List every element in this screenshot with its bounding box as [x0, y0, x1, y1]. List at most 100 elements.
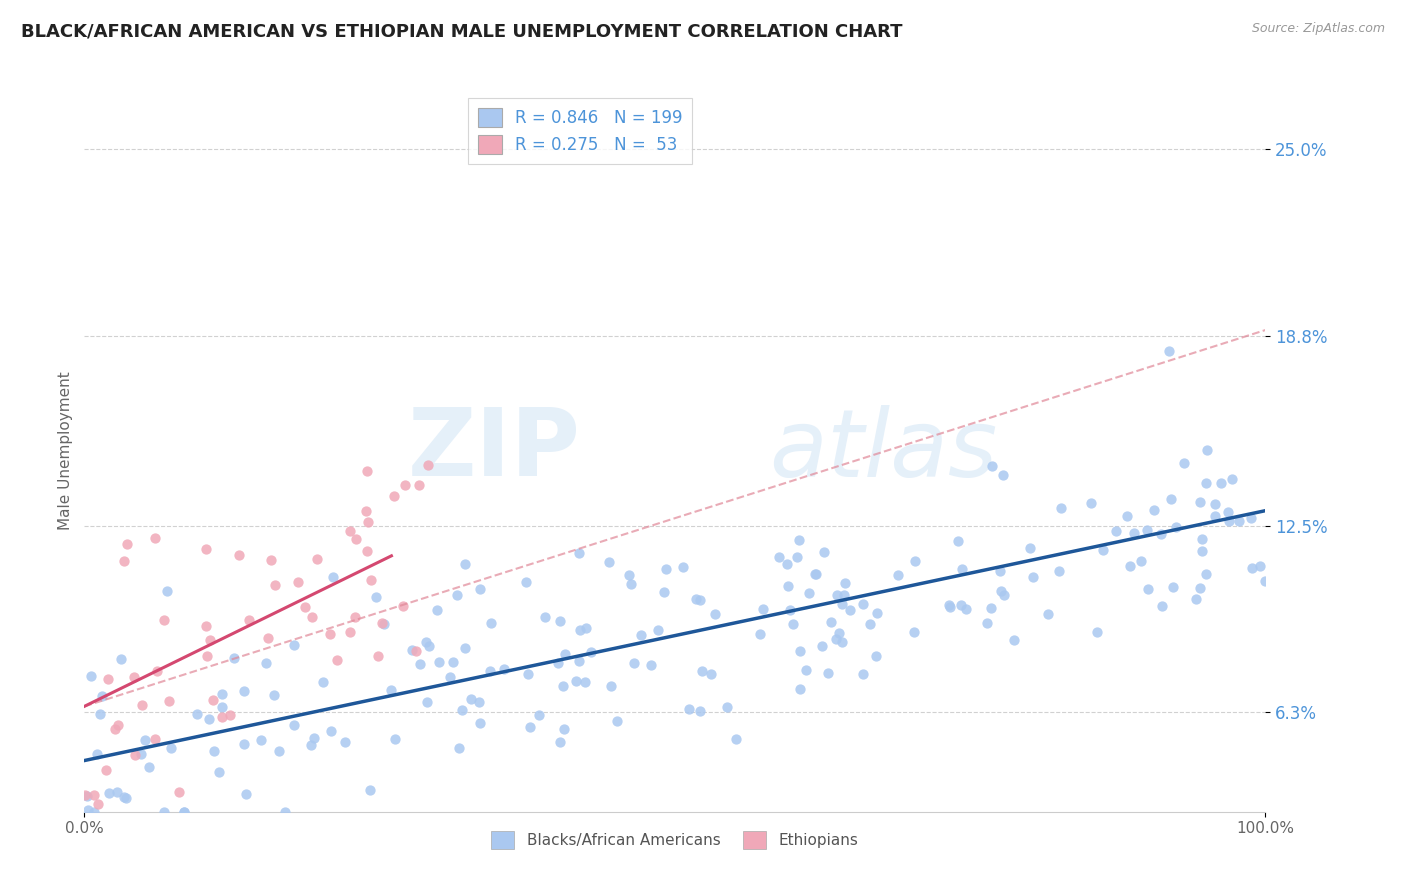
Point: [831, 597, 853, 611]
Point: [1211, 476, 1233, 491]
Point: [267, 744, 290, 758]
Point: [1159, 344, 1181, 359]
Point: [339, 624, 361, 639]
Point: [112, 790, 135, 805]
Point: [312, 674, 335, 689]
Point: [233, 737, 256, 751]
Point: [416, 695, 439, 709]
Point: [1080, 496, 1102, 510]
Point: [131, 747, 153, 761]
Point: [852, 597, 875, 611]
Point: [838, 603, 860, 617]
Point: [1152, 599, 1174, 614]
Point: [1218, 505, 1240, 519]
Point: [356, 544, 378, 558]
Point: [110, 652, 132, 666]
Point: [1022, 570, 1045, 584]
Point: [824, 632, 846, 647]
Point: [359, 783, 381, 797]
Point: [173, 805, 195, 819]
Point: [1253, 574, 1275, 588]
Point: [112, 554, 135, 568]
Point: [980, 458, 1002, 473]
Point: [828, 625, 851, 640]
Point: [76, 789, 98, 803]
Point: [304, 731, 326, 746]
Point: [1130, 553, 1153, 567]
Point: [990, 584, 1012, 599]
Point: [1002, 633, 1025, 648]
Point: [623, 656, 645, 670]
Point: [408, 478, 430, 492]
Point: [948, 533, 970, 548]
Point: [83, 788, 105, 802]
Point: [446, 588, 468, 602]
Point: [1249, 559, 1271, 574]
Point: [418, 640, 440, 654]
Point: [322, 570, 344, 584]
Point: [408, 657, 430, 671]
Point: [852, 666, 875, 681]
Point: [955, 602, 977, 616]
Point: [115, 791, 138, 805]
Point: [553, 722, 575, 736]
Point: [834, 575, 856, 590]
Point: [384, 731, 406, 746]
Point: [993, 588, 1015, 602]
Point: [441, 655, 464, 669]
Point: [156, 584, 179, 599]
Point: [339, 524, 361, 538]
Point: [655, 562, 678, 576]
Point: [1195, 566, 1218, 581]
Point: [803, 567, 825, 582]
Point: [579, 645, 602, 659]
Point: [568, 654, 591, 668]
Point: [1173, 457, 1195, 471]
Point: [1240, 510, 1263, 524]
Point: [134, 733, 156, 747]
Point: [1204, 508, 1226, 523]
Point: [813, 545, 835, 559]
Point: [254, 657, 277, 671]
Point: [373, 617, 395, 632]
Point: [89, 707, 111, 722]
Point: [547, 656, 569, 670]
Point: [195, 648, 218, 663]
Point: [97, 672, 120, 686]
Point: [950, 598, 973, 612]
Point: [479, 615, 502, 630]
Point: [94, 764, 117, 778]
Point: [87, 797, 110, 811]
Point: [80, 669, 103, 683]
Point: [153, 805, 176, 819]
Point: [1115, 509, 1137, 524]
Point: [233, 684, 256, 698]
Point: [1220, 472, 1243, 486]
Point: [820, 615, 842, 629]
Point: [515, 574, 537, 589]
Point: [454, 558, 477, 572]
Point: [939, 599, 962, 614]
Point: [1240, 560, 1263, 574]
Point: [1188, 581, 1211, 595]
Point: [817, 666, 839, 681]
Point: [222, 651, 245, 665]
Point: [685, 591, 707, 606]
Point: [976, 615, 998, 630]
Point: [565, 673, 588, 688]
Point: [97, 786, 120, 800]
Point: [138, 759, 160, 773]
Point: [1085, 625, 1108, 640]
Point: [1105, 524, 1128, 538]
Point: [938, 598, 960, 612]
Point: [804, 566, 827, 581]
Point: [703, 607, 725, 622]
Point: [392, 599, 415, 613]
Point: [797, 585, 820, 599]
Point: [988, 564, 1011, 578]
Point: [859, 617, 882, 632]
Text: Source: ZipAtlas.com: Source: ZipAtlas.com: [1251, 22, 1385, 36]
Point: [143, 531, 166, 545]
Point: [202, 743, 225, 757]
Text: BLACK/AFRICAN AMERICAN VS ETHIOPIAN MALE UNEMPLOYMENT CORRELATION CHART: BLACK/AFRICAN AMERICAN VS ETHIOPIAN MALE…: [21, 22, 903, 40]
